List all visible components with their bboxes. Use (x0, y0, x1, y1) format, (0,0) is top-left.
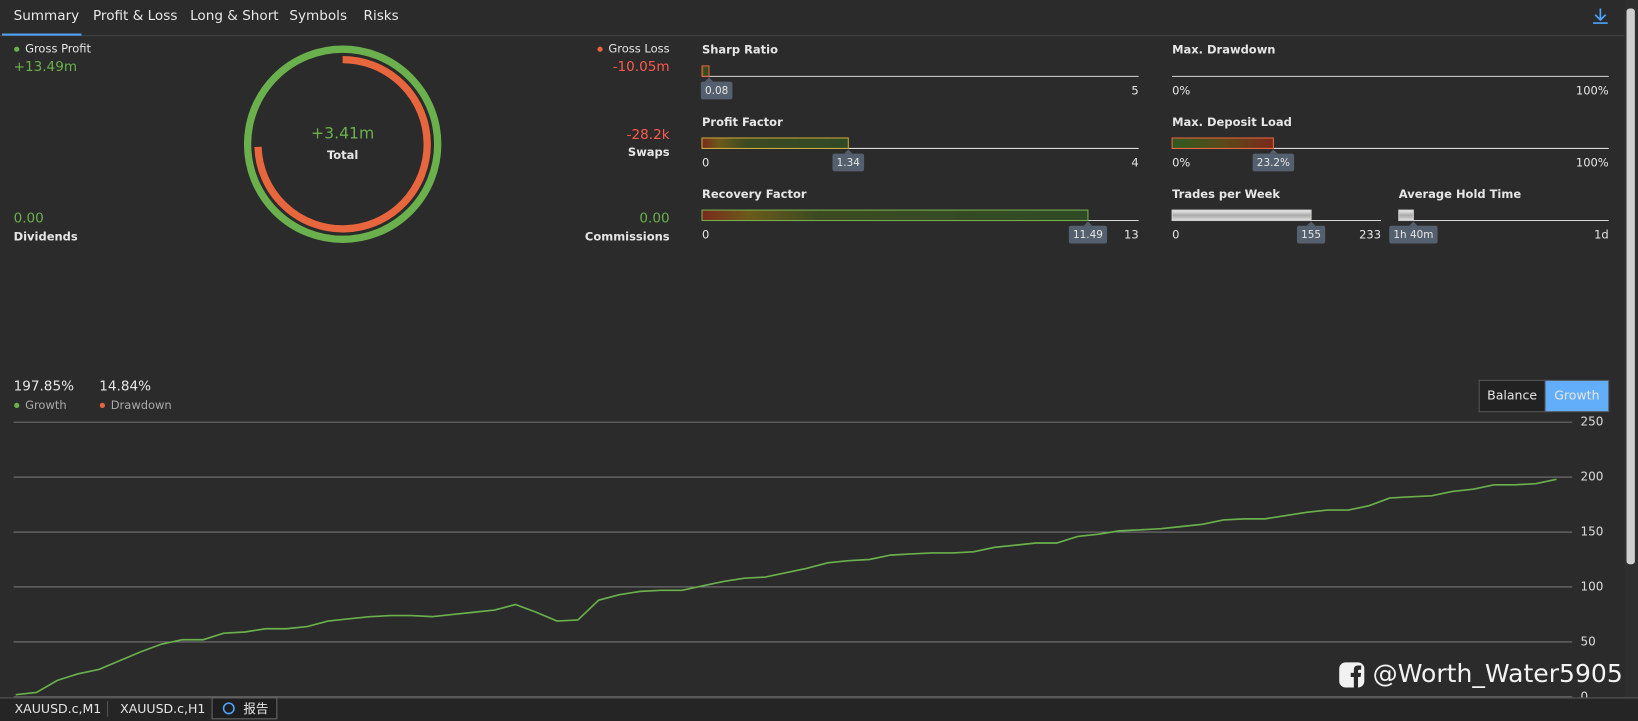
gauge-bar (701, 209, 1089, 222)
gauge-tick-label: 4 (1131, 156, 1138, 170)
y-tick-label: 0 (1581, 689, 1589, 703)
toggle-button[interactable] (1544, 379, 1610, 413)
legend-dot (99, 402, 105, 409)
gauge-label: Recovery Factor (702, 187, 807, 201)
gauge-value-label: 155 (1301, 229, 1321, 241)
swaps-label: Swaps (628, 145, 670, 159)
footer-bar (0, 697, 1638, 721)
gauge-tick-label: 0 (702, 228, 709, 242)
gauge-label: Max. Drawdown (1172, 43, 1275, 57)
gauge-bar (1171, 209, 1312, 222)
tab[interactable]: Profit & Loss (93, 8, 177, 24)
gauge-tick-label: 1d (1594, 228, 1609, 242)
legend-value: 14.84% (99, 379, 151, 395)
gauge-tick-label: 5 (1131, 83, 1138, 97)
tab[interactable]: Long & Short (190, 8, 279, 24)
gauge-value-label: 11.49 (1073, 229, 1103, 241)
gauge-label: Profit Factor (702, 115, 783, 129)
total-label: Total (327, 148, 358, 162)
gauge-bar (1398, 209, 1414, 222)
gauge-label: Max. Deposit Load (1172, 115, 1292, 129)
y-tick-label: 250 (1581, 415, 1604, 429)
y-tick-label: 50 (1581, 634, 1596, 648)
gauge-tick-label: 0% (1172, 83, 1190, 97)
tab[interactable]: Summary (14, 8, 80, 24)
tab-bar: Summary Profit & Loss Long & Short Symbols R… (14, 8, 399, 24)
legend-dot (14, 402, 20, 409)
gauge-panel: Sharp Ratio 5 0.08 Profit Factor 0 4 1.34 Recov… (700, 43, 1609, 244)
y-tick-label: 150 (1581, 525, 1604, 539)
gauge-pointer (1306, 221, 1316, 226)
legend-name: Drawdown (111, 398, 172, 412)
summary-panel: Gross Profit +13.49m 0.00 Dividends Gross Lo… (14, 42, 670, 244)
footer-tab-icon (222, 702, 235, 715)
gauge-value-box (832, 153, 865, 172)
gauge-bar (1171, 137, 1274, 149)
gross-profit-value: +13.49m (14, 59, 77, 75)
gauge-tick-label: 0 (702, 156, 709, 170)
gauge-value-box (1296, 225, 1326, 244)
gauge-label: Average Hold Time (1399, 187, 1522, 201)
y-tick-label: 100 (1581, 579, 1604, 593)
gauge-label: Sharp Ratio (702, 43, 778, 57)
legend-name: Growth (25, 398, 67, 412)
gauge-value-label: 23.2% (1257, 157, 1290, 169)
gauge-pointer (1269, 149, 1278, 154)
gauge-tick-label: 100% (1576, 156, 1609, 170)
commissions-label: Commissions (585, 230, 670, 244)
swaps-value: -28.2k (627, 127, 670, 143)
gauge-pointer (1083, 221, 1093, 226)
watermark: @Worth_Water5905 (1339, 659, 1623, 688)
gauge-bar (701, 137, 849, 149)
gross-loss-value: -10.05m (613, 59, 670, 75)
gauge-value-label: 1h 40m (1393, 229, 1433, 241)
watermark-text: @Worth_Water5905 (1373, 659, 1623, 688)
y-tick-label: 200 (1581, 470, 1604, 484)
gauge-value-label: 0.08 (705, 85, 728, 97)
commissions-value: 0.00 (639, 210, 669, 226)
gauge-tick-label: 100% (1576, 83, 1609, 97)
gauge-pointer (704, 77, 714, 82)
gauge-value-box (1389, 225, 1438, 244)
profit-ring (243, 45, 442, 243)
footer-tab[interactable]: XAUUSD.c,M1 (15, 701, 102, 716)
footer-tab[interactable]: XAUUSD.c,H1 (120, 701, 205, 716)
loss-arc (254, 55, 431, 233)
gauge-value-box (1252, 153, 1295, 172)
gauge-value-box (700, 81, 733, 100)
toggle-button-label[interactable]: Growth (1554, 388, 1599, 403)
dividends-value: 0.00 (14, 210, 44, 226)
gauge-bar (701, 65, 710, 77)
gauge-pointer (844, 149, 853, 154)
gross-profit-label: Gross Profit (25, 42, 91, 56)
download-icon[interactable] (1593, 8, 1608, 24)
legend-value: 197.85% (14, 379, 75, 395)
footer-tabs: XAUUSD.c,M1 XAUUSD.c,H1 报告 (15, 697, 278, 720)
gauge-tick-label: 233 (1359, 228, 1381, 242)
toggle-button-label[interactable]: Balance (1487, 388, 1537, 403)
gross-loss-label: Gross Loss (608, 42, 669, 56)
legend-dot (14, 46, 20, 52)
active-tab-indicator (2, 33, 82, 36)
gauge-pointer (1409, 221, 1418, 226)
footer-tab[interactable]: 报告 (243, 701, 268, 716)
gauge-label: Trades per Week (1172, 187, 1280, 201)
tab[interactable]: Symbols (289, 8, 347, 24)
toggle-button[interactable] (1478, 379, 1546, 413)
scrollbar-thumb[interactable] (1626, 8, 1635, 565)
gauge-value-box (1068, 225, 1108, 244)
gauge-tick-label: 0 (1172, 228, 1179, 242)
gauge-tick-label: 0% (1172, 156, 1190, 170)
growth-chart: 197.85% Growth 14.84% Drawdown Balance Growth… (13, 379, 1610, 703)
tab[interactable]: Risks (364, 8, 399, 24)
legend-dot (597, 46, 603, 52)
total-value: +3.41m (311, 123, 374, 142)
gauge-tick-label: 13 (1124, 228, 1139, 242)
growth-line (15, 478, 1557, 696)
dividends-label: Dividends (14, 230, 78, 244)
gauge-value-label: 1.34 (837, 157, 861, 169)
